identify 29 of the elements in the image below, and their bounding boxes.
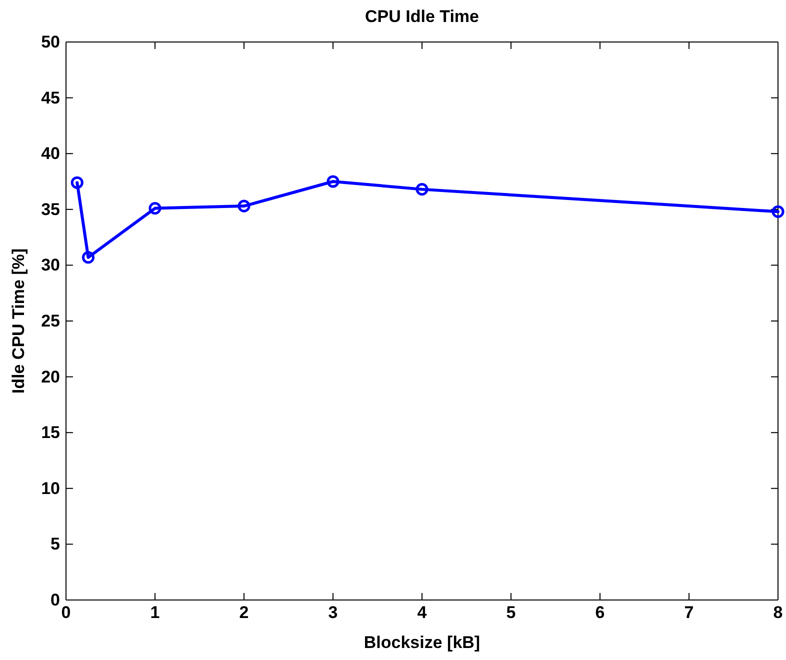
point [772,205,784,218]
y-tick-label: 50 [41,32,60,52]
chart-title: CPU Idle Time [365,7,479,26]
x-tick-label: 8 [773,603,783,622]
point [238,200,250,212]
x-tick-label: 1 [150,603,160,622]
y-tick-label: 15 [41,423,60,442]
y-tick-label: 40 [41,144,60,164]
x-tick-label: 3 [328,603,338,622]
point [416,183,428,196]
x-tick-label: 7 [684,603,694,622]
y-tick-label: 5 [50,534,60,554]
y-tick-label: 0 [50,590,60,610]
y-axis-title: Idle CPU Time [%] [9,248,28,394]
x-tick-label: 4 [417,603,428,622]
x-tick-label: 6 [595,603,605,622]
point [82,251,95,264]
y-tick-label: 35 [41,200,60,219]
point [326,175,340,188]
point [70,176,84,189]
y-tick-label: 10 [41,478,60,498]
point [148,202,162,215]
y-tick-label: 45 [41,88,60,108]
y-tick-label: 25 [41,311,60,330]
y-tick-label: 20 [41,367,60,386]
x-axis-title: Blocksize [kB] [364,633,480,652]
x-tick-label: 2 [239,603,249,622]
y-tick-label: 30 [41,256,60,275]
x-tick-label: 5 [506,603,516,622]
